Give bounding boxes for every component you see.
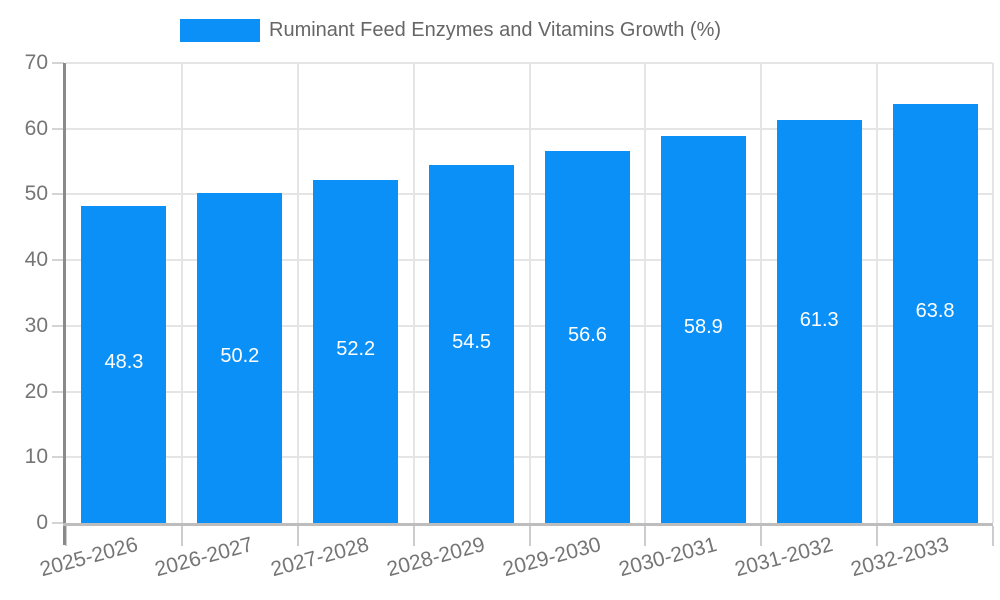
gridline-vertical [528,63,531,523]
bar-2031-2032 [776,120,862,523]
gridline-vertical [412,63,415,523]
x-axis-label: 2026-2027 [152,533,256,582]
x-axis-tick [644,526,647,546]
x-axis-label: 2029-2030 [500,533,604,582]
gridline-vertical [180,63,183,523]
y-axis-tick [52,193,64,196]
y-axis-label: 20 [24,379,48,403]
gridline-vertical [760,63,763,523]
x-axis-tick [876,526,879,546]
legend-label: Ruminant Feed Enzymes and Vitamins Growt… [269,19,722,41]
x-axis-tick [760,526,763,546]
bar-2026-2027 [197,193,283,523]
y-axis-tick [52,390,64,393]
legend-swatch [180,19,260,42]
x-axis-tick [296,526,299,546]
y-axis-tick [52,62,64,64]
x-axis-tick [528,526,531,546]
bar-value-label: 61.3 [799,308,839,331]
x-axis-label: 2031-2032 [732,533,836,582]
y-axis-label: 70 [24,51,48,74]
legend: Ruminant Feed Enzymes and Vitamins Growt… [180,19,721,42]
x-axis-label: 2027-2028 [268,533,372,582]
bar-2027-2028 [313,179,399,523]
bar-2032-2033 [892,103,978,523]
bar-value-label: 63.8 [915,300,955,323]
gridline-vertical [644,63,647,523]
bar-value-label: 56.6 [567,324,607,347]
plot-area: 48.3 50.2 52.2 54.5 56.6 58.9 61.3 63.8 [66,62,994,523]
x-axis-label: 2028-2029 [384,533,488,582]
y-axis-tick [52,522,64,524]
y-axis-line [63,63,66,545]
bar-value-label: 50.2 [220,345,260,368]
y-axis-label: 40 [24,248,48,272]
x-axis-tick [412,526,415,546]
x-axis-tick [180,526,183,546]
x-axis-tick [65,526,67,546]
x-axis-label: 2025-2026 [36,533,140,582]
x-axis-label: 2032-2033 [848,533,952,582]
y-axis-label: 50 [24,182,48,206]
bar-value-label: 58.9 [683,316,723,339]
gridline-vertical [876,63,879,523]
bar-value-label: 52.2 [336,338,376,361]
bar-2028-2029 [429,164,515,523]
x-axis-label: 2030-2031 [616,533,720,582]
y-axis-tick [52,127,64,130]
gridline-vertical [296,63,299,523]
gridline-vertical [992,63,994,523]
bar-value-label: 54.5 [452,330,492,353]
bar-value-label: 48.3 [104,351,144,374]
y-axis-label: 60 [24,116,48,140]
bar-2029-2030 [544,151,630,523]
bar-2025-2026 [81,205,167,523]
x-axis-line [63,523,993,526]
y-axis-label: 30 [24,313,48,337]
bar-2030-2031 [660,135,746,523]
y-axis-tick [52,259,64,262]
y-axis-label: 0 [36,511,48,534]
y-axis-tick [52,324,64,327]
y-axis-label: 10 [24,445,48,469]
x-axis-tick [992,526,994,546]
y-axis-tick [52,456,64,459]
